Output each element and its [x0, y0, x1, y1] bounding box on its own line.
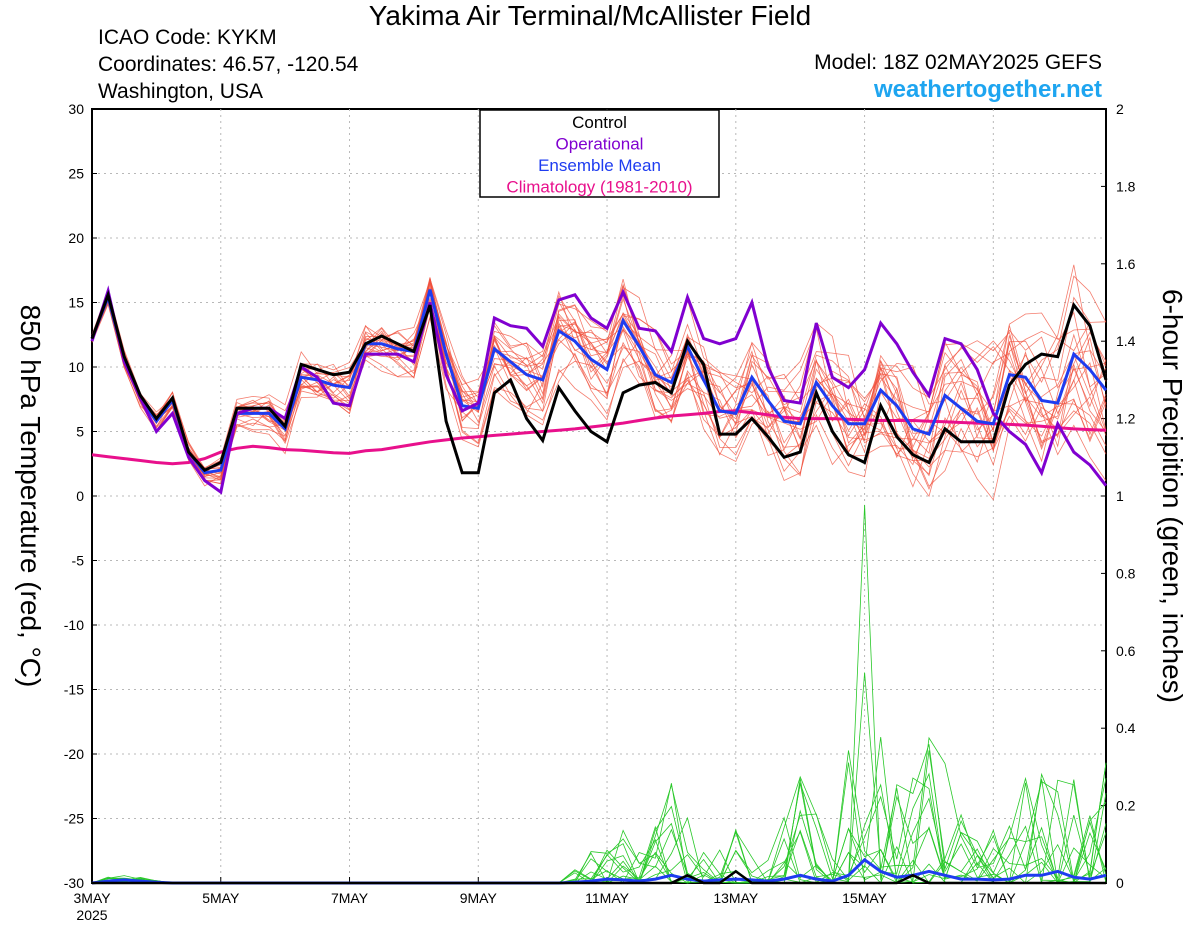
icao-code: ICAO Code: KYKM: [98, 26, 277, 49]
y2-tick-label: 0.6: [1116, 643, 1136, 659]
climatology-line: [91, 409, 1107, 466]
precip-members: [91, 504, 1107, 885]
grid: [92, 109, 1106, 883]
location: Washington, USA: [98, 80, 263, 103]
ensemble-mean-line: [90, 289, 1108, 475]
x-tick-sublabel: 2025: [76, 907, 107, 923]
x-tick-label: 7MAY: [331, 890, 369, 906]
member-temp-line: [91, 283, 1107, 470]
site-link[interactable]: weathertogether.net: [873, 76, 1102, 103]
y-tick-label: 25: [68, 166, 84, 182]
y-tick-label: 20: [68, 230, 84, 246]
member-precip-line: [91, 736, 1107, 885]
chart-title: Yakima Air Terminal/McAllister Field: [368, 0, 812, 31]
member-precip-line: [91, 504, 1107, 884]
coordinates: Coordinates: 46.57, -120.54: [98, 53, 359, 76]
y-tick-label: -15: [64, 682, 84, 698]
member-temp-line: [91, 294, 1107, 480]
y-tick-label: -10: [64, 617, 84, 633]
x-tick-label: 11MAY: [585, 890, 629, 906]
x-tick-label: 5MAY: [202, 890, 240, 906]
member-precip-line: [91, 750, 1107, 884]
x-tick-label: 9MAY: [460, 890, 498, 906]
model-run: Model: 18Z 02MAY2025 GEFS: [814, 51, 1102, 74]
y-tick-label: -5: [72, 553, 85, 569]
y-axis-label-left: 850 hPa Temperature (red, °C): [15, 304, 46, 688]
y2-tick-label: 1.2: [1116, 411, 1136, 427]
x-tick-label: 3MAY: [73, 890, 111, 906]
y2-tick-label: 0.4: [1116, 720, 1136, 736]
y-tick-label: -20: [64, 746, 84, 762]
member-temp-line: [91, 287, 1107, 487]
legend-entry: Control: [572, 113, 627, 132]
member-temp-line: [91, 277, 1107, 487]
legend: Control Operational Ensemble Mean Climatolo…: [479, 109, 720, 198]
series: [90, 285, 1108, 885]
y-tick-label: 15: [68, 295, 84, 311]
y-tick-label: -30: [64, 875, 84, 891]
y2-tick-label: 0.2: [1116, 798, 1136, 814]
y-tick-label: 5: [76, 424, 84, 440]
y2-tick-label: 0: [1116, 875, 1124, 891]
control-line: [90, 289, 1108, 475]
legend-box: [479, 109, 720, 198]
y2-tick-label: 1: [1116, 488, 1124, 504]
ensemble-members: [91, 264, 1107, 501]
legend-entry: Climatology (1981-2010): [506, 178, 692, 197]
member-temp-line: [91, 293, 1107, 475]
plot-frame: [91, 108, 1107, 884]
precip-control-line: [92, 869, 1106, 885]
axis-ticks: 302520151050-5-10-15-20-25-3021.81.61.41…: [64, 101, 1136, 923]
member-precip-line: [91, 750, 1107, 884]
member-temp-line: [91, 278, 1107, 483]
y-tick-label: 30: [68, 101, 84, 117]
member-precip-line: [91, 744, 1107, 884]
member-temp-line: [91, 276, 1107, 471]
y2-tick-label: 1.6: [1116, 256, 1136, 272]
member-temp-line: [91, 299, 1107, 501]
y2-tick-label: 1.8: [1116, 178, 1136, 194]
y2-tick-label: 1.4: [1116, 333, 1136, 349]
y2-tick-label: 0.8: [1116, 565, 1136, 581]
legend-entry: Ensemble Mean: [538, 156, 661, 175]
y-axis-label-right: 6-hour Precipition (green, inches): [1157, 289, 1188, 703]
x-tick-label: 13MAY: [713, 890, 759, 906]
y-tick-label: -25: [64, 811, 84, 827]
y2-tick-label: 2: [1116, 101, 1124, 117]
member-temp-line: [91, 291, 1107, 484]
member-precip-line: [91, 672, 1107, 885]
x-tick-label: 15MAY: [842, 890, 888, 906]
x-tick-label: 17MAY: [971, 890, 1017, 906]
y-tick-label: 0: [76, 488, 84, 504]
member-temp-line: [91, 264, 1107, 474]
y-tick-label: 10: [68, 359, 84, 375]
member-temp-line: [91, 281, 1107, 481]
legend-entry: Operational: [556, 135, 644, 154]
